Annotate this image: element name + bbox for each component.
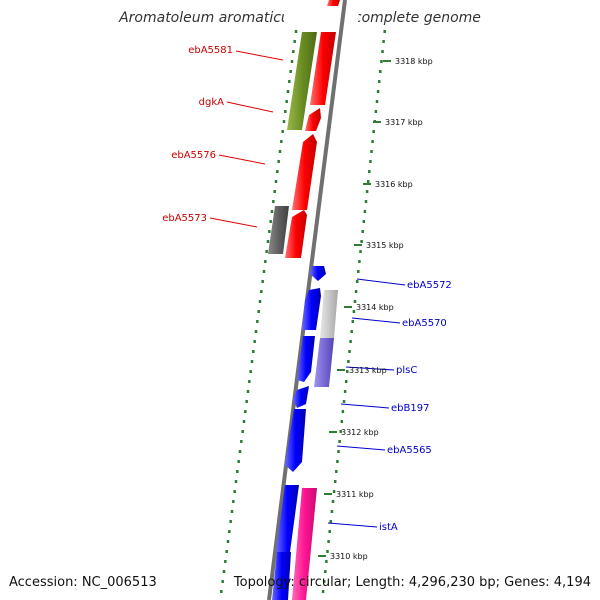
tick-label: 3312 kbp <box>341 428 379 437</box>
gene-feature <box>302 288 321 330</box>
gene-feature <box>276 485 299 552</box>
gene-label: ebA5581 <box>188 45 233 56</box>
gene-label: ebA5572 <box>407 280 452 291</box>
genome-summary: Topology: circular; Length: 4,296,230 bp… <box>233 575 591 590</box>
gene-feature <box>310 32 336 105</box>
gene-feature <box>293 386 309 408</box>
tick-label: 3313 kbp <box>349 366 387 375</box>
gene-leader-line <box>345 366 395 371</box>
gene-label: istA <box>379 522 398 533</box>
tick-label: 3317 kbp <box>385 118 423 127</box>
gene-label: ebA5565 <box>387 445 432 456</box>
tick-track <box>220 30 386 593</box>
gene-leader-line <box>351 317 401 324</box>
gene-feature <box>292 134 317 210</box>
gene-feature <box>297 336 315 382</box>
gene-feature <box>292 488 317 600</box>
gene-feature <box>314 338 334 387</box>
gene-feature <box>320 290 338 338</box>
gene-label: dgkA <box>199 97 224 108</box>
gene-label: ebA5570 <box>402 318 447 329</box>
gene-feature <box>327 0 340 6</box>
gene-leader-line <box>209 217 258 228</box>
gene-leader-line <box>327 522 378 528</box>
gene-leader-line <box>356 278 406 286</box>
tick-label: 3311 kbp <box>336 490 374 499</box>
gene-feature <box>310 266 326 281</box>
tick-label: 3318 kbp <box>395 57 433 66</box>
gene-feature <box>268 206 289 254</box>
tick-label: 3315 kbp <box>366 241 404 250</box>
gene-feature <box>287 32 317 130</box>
gene-feature <box>272 552 291 600</box>
gene-leader-line <box>340 403 390 409</box>
tick-label: 3314 kbp <box>356 303 394 312</box>
gene-leader-line <box>235 50 284 61</box>
gene-label: ebB197 <box>391 403 429 414</box>
gene-leader-line <box>218 154 266 165</box>
gene-feature <box>305 108 321 131</box>
tick-label: 3310 kbp <box>330 552 368 561</box>
gene-leader-line <box>226 101 274 113</box>
gene-features <box>268 0 340 600</box>
gene-feature <box>285 409 306 472</box>
gene-leader-line <box>336 445 386 451</box>
gene-label: plsC <box>396 365 417 376</box>
gene-feature <box>285 210 307 258</box>
tick-label: 3316 kbp <box>375 180 413 189</box>
gene-label: ebA5573 <box>162 213 207 224</box>
accession-text: Accession: NC_006513 <box>9 575 157 590</box>
gene-label: ebA5576 <box>171 150 216 161</box>
